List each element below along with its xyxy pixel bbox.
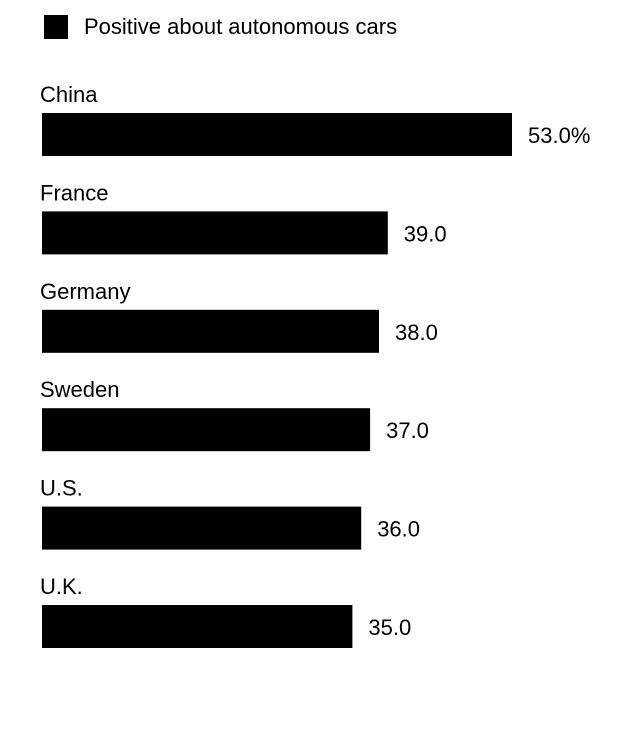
bar xyxy=(42,605,353,648)
legend-label: Positive about autonomous cars xyxy=(84,14,397,39)
value-label: 38.0 xyxy=(395,320,438,345)
bar xyxy=(42,309,379,353)
value-label: 37.0 xyxy=(386,418,429,443)
bar xyxy=(42,211,388,255)
bars-group: China 53.0% France 39.0 Germany 38.0 Sweden 37.… xyxy=(40,82,590,648)
category-label: U.S. xyxy=(40,476,83,501)
value-label: 39.0 xyxy=(404,221,447,246)
bar xyxy=(42,113,512,156)
value-label: 36.0 xyxy=(377,517,420,542)
category-label: France xyxy=(40,180,108,205)
category-label: U.K. xyxy=(40,574,83,599)
category-label: China xyxy=(40,82,98,107)
category-label: Sweden xyxy=(40,377,120,402)
legend: Positive about autonomous cars xyxy=(44,14,397,39)
bar xyxy=(42,506,362,550)
value-label: 35.0 xyxy=(368,615,411,640)
value-label: 53.0% xyxy=(528,123,590,148)
bar xyxy=(42,408,371,452)
legend-swatch xyxy=(44,15,68,39)
category-label: Germany xyxy=(40,279,130,304)
